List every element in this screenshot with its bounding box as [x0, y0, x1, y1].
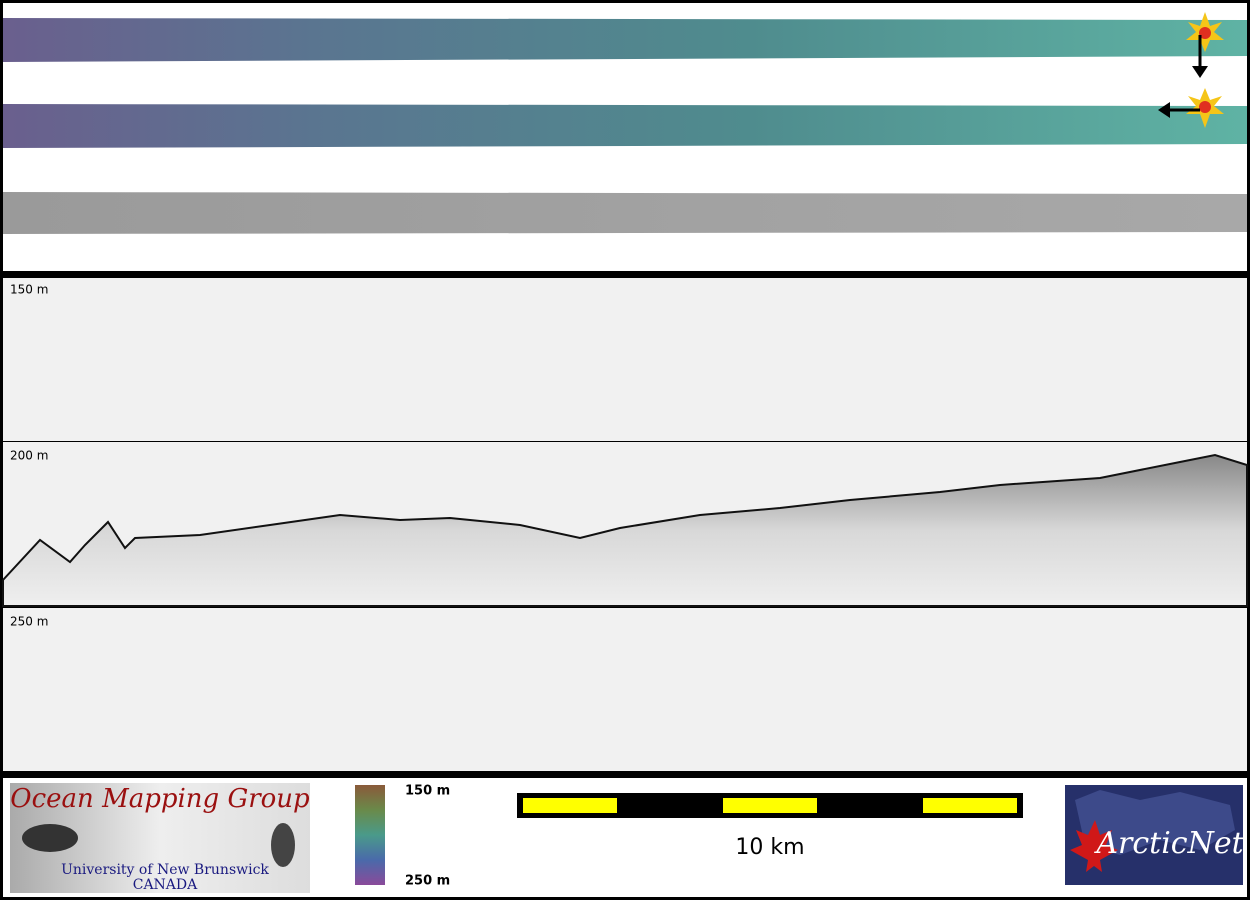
- ocean-mapping-logo: Ocean Mapping Group University of New Br…: [10, 783, 310, 893]
- bathymetry-swath: [3, 104, 1247, 148]
- logo-title: Ocean Mapping Group: [10, 784, 310, 814]
- depth-label: 150 m: [10, 283, 48, 297]
- logo-line: University of New Brunswick: [61, 862, 269, 878]
- sun-icon: [1158, 12, 1224, 128]
- seafloor-profile: [2, 453, 1248, 607]
- bathymetry-swath: [3, 18, 1247, 62]
- arcticnet-logo: ArcticNet: [1065, 785, 1245, 885]
- colorbar: [355, 785, 385, 885]
- colorbar-label: 250 m: [405, 874, 450, 889]
- colorbar-label: 150 m: [405, 784, 450, 799]
- scale-bar: [517, 793, 1023, 818]
- sidescan-swath: [3, 192, 1247, 234]
- scale-label: 10 km: [735, 835, 804, 860]
- depth-label: 250 m: [10, 615, 48, 629]
- logo-line: CANADA: [133, 877, 198, 893]
- logo-title: ArcticNet: [1093, 826, 1244, 861]
- depth-label: 200 m: [10, 449, 48, 463]
